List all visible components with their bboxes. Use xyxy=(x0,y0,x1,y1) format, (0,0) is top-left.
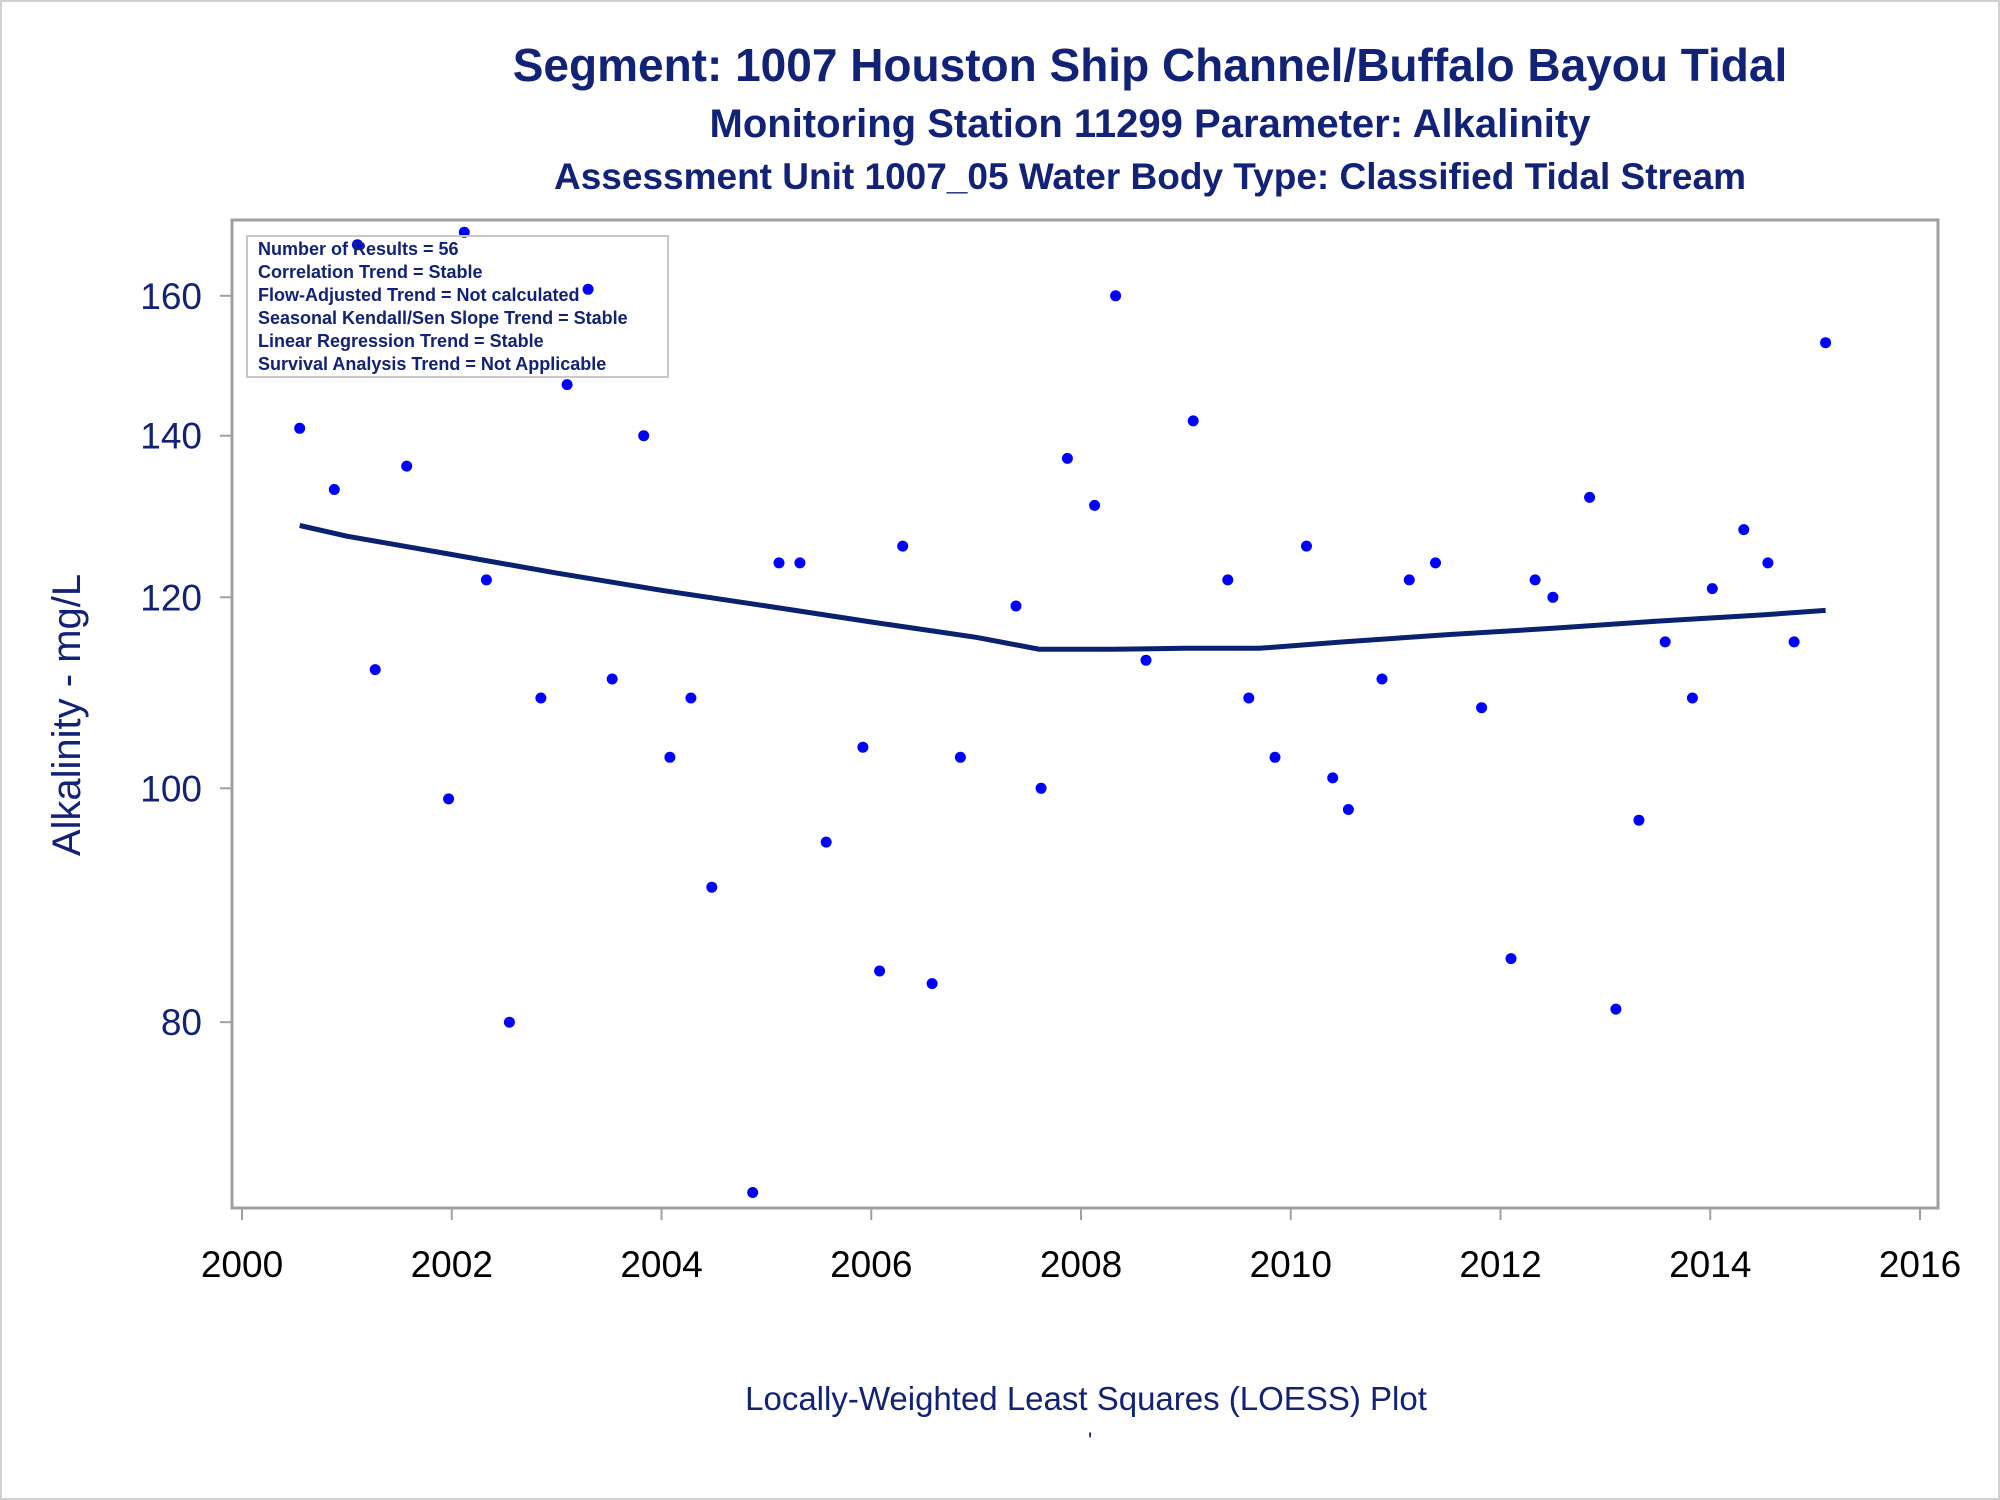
data-point xyxy=(1376,673,1388,685)
data-point xyxy=(1243,692,1255,704)
data-point xyxy=(1301,540,1312,552)
data-point xyxy=(1010,600,1022,612)
data-point xyxy=(1529,574,1541,586)
data-point xyxy=(1342,804,1354,815)
data-point xyxy=(1610,1003,1622,1015)
data-point xyxy=(685,692,697,704)
y-tick-label: 80 xyxy=(161,1002,202,1043)
data-point xyxy=(1584,491,1596,503)
x-tick-label: 2012 xyxy=(1459,1244,1541,1285)
x-tick-label: 2004 xyxy=(620,1244,702,1285)
data-point xyxy=(954,751,966,763)
stats-line: Linear Regression Trend = Stable xyxy=(258,331,544,351)
data-point xyxy=(857,741,869,753)
data-points xyxy=(294,226,1832,1198)
data-point xyxy=(1035,782,1047,794)
data-point xyxy=(535,692,547,704)
data-point xyxy=(794,557,806,569)
data-point xyxy=(1110,290,1122,302)
data-point xyxy=(1187,415,1199,427)
trend-stats-box: Number of Results = 56 Correlation Trend … xyxy=(246,235,669,378)
stats-box-frame xyxy=(246,235,669,378)
data-point xyxy=(706,881,718,893)
data-point xyxy=(401,460,413,472)
x-axis: 2000 2002 2004 2006 2008 2010 2012 2014 2016 xyxy=(201,1208,1961,1285)
y-axis-label: Alkalinity - mg/L xyxy=(45,574,89,856)
data-point xyxy=(328,484,340,495)
y-tick-label: 140 xyxy=(140,416,202,457)
data-point xyxy=(773,557,785,569)
data-point xyxy=(1788,636,1800,648)
stats-line: Seasonal Kendall/Sen Slope Trend = Stabl… xyxy=(258,308,628,328)
data-point xyxy=(1706,583,1718,595)
data-point xyxy=(1738,524,1750,536)
data-point xyxy=(369,664,381,676)
data-point xyxy=(1659,636,1671,648)
data-point xyxy=(1820,337,1832,349)
stats-line: Correlation Trend = Stable xyxy=(258,262,483,282)
data-point xyxy=(926,978,938,990)
x-tick-label: 2014 xyxy=(1669,1244,1751,1285)
data-point xyxy=(443,793,455,805)
x-tick-label: 2016 xyxy=(1879,1244,1961,1285)
chart-subtitle-2: Assessment Unit 1007_05 Water Body Type:… xyxy=(554,156,1746,197)
data-point xyxy=(897,540,909,552)
data-point xyxy=(1061,452,1073,464)
x-tick-label: 2010 xyxy=(1250,1244,1332,1285)
chart-footnote: Locally-Weighted Least Squares (LOESS) P… xyxy=(745,1380,1427,1417)
data-point xyxy=(351,239,363,251)
data-point xyxy=(1686,692,1698,704)
data-point xyxy=(874,965,886,977)
data-point xyxy=(820,836,832,848)
data-point xyxy=(638,430,650,442)
data-point xyxy=(1633,814,1645,826)
data-point xyxy=(1403,574,1415,586)
data-point xyxy=(294,422,306,434)
chart-title: Segment: 1007 Houston Ship Channel/Buffa… xyxy=(512,39,1788,91)
data-point xyxy=(1222,574,1234,586)
data-point xyxy=(582,283,594,295)
data-point xyxy=(1762,557,1774,569)
y-tick-label: 100 xyxy=(140,768,202,809)
data-point xyxy=(1476,702,1488,714)
data-point xyxy=(606,673,618,685)
data-point xyxy=(1505,953,1517,965)
data-point xyxy=(1269,751,1281,763)
data-point xyxy=(747,1187,759,1198)
y-axis: 80 100 120 140 160 xyxy=(140,276,232,1043)
data-point xyxy=(561,379,573,391)
plot-area-frame xyxy=(230,218,1940,1210)
data-point xyxy=(1140,654,1152,666)
data-point xyxy=(1327,772,1339,784)
data-point xyxy=(664,751,676,763)
y-tick-label: 160 xyxy=(140,276,202,317)
data-point xyxy=(1547,591,1559,603)
x-tick-label: 2008 xyxy=(1040,1244,1122,1285)
chart-subtitle: Monitoring Station 11299 Parameter: Alka… xyxy=(709,102,1591,146)
stats-line: Survival Analysis Trend = Not Applicable xyxy=(258,354,606,374)
x-tick-label: 2002 xyxy=(411,1244,493,1285)
x-tick-label: 2000 xyxy=(201,1244,283,1285)
data-point xyxy=(503,1016,515,1028)
y-tick-label: 120 xyxy=(140,577,202,618)
data-point xyxy=(1430,557,1441,569)
data-point xyxy=(1089,499,1101,511)
data-point xyxy=(480,574,492,586)
loess-curve xyxy=(299,523,1826,652)
footnote-mark: ' xyxy=(1088,1428,1093,1453)
x-tick-label: 2006 xyxy=(830,1244,912,1285)
stats-line: Number of Results = 56 xyxy=(258,239,459,259)
stats-line: Flow-Adjusted Trend = Not calculated xyxy=(258,285,580,305)
